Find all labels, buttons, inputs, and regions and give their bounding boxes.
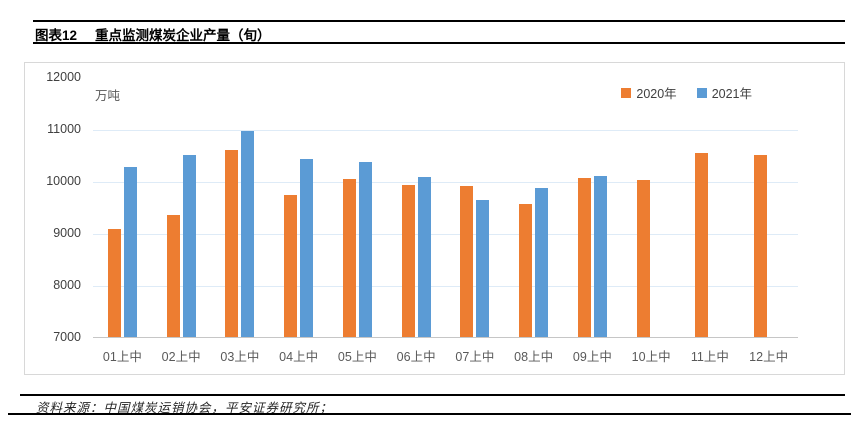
bar-2020年-03上中[interactable] — [225, 150, 239, 337]
x-tick-label-03上中: 03上中 — [220, 350, 260, 364]
category-group-11上中 — [681, 78, 740, 337]
x-tick-label-02上中: 02上中 — [161, 350, 201, 364]
bar-2020年-08上中[interactable] — [519, 203, 533, 337]
legend-label-2021: 2021年 — [711, 87, 752, 101]
source-note: 资料来源：中国煤炭运销协会，平安证券研究所； — [36, 401, 334, 415]
y-tick-label: 7000 — [53, 330, 81, 344]
bar-2021年-01上中[interactable] — [123, 167, 137, 337]
bar-2021年-02上中[interactable] — [182, 155, 196, 337]
x-tick-label-10上中: 10上中 — [631, 350, 671, 364]
y-axis-unit-label: 万吨 — [95, 89, 121, 103]
y-tick-label: 8000 — [53, 278, 81, 292]
category-group-06上中 — [387, 78, 446, 337]
gridline — [93, 182, 798, 183]
x-tick-label-01上中: 01上中 — [102, 350, 142, 364]
x-tick-label-08上中: 08上中 — [514, 350, 554, 364]
bar-2020年-01上中[interactable] — [107, 229, 121, 337]
bar-2021年-03上中[interactable] — [241, 130, 255, 337]
title-top-rule — [33, 20, 845, 22]
y-tick-label: 11000 — [47, 122, 81, 136]
bar-2020年-04上中[interactable] — [284, 195, 298, 337]
legend-label-2020: 2020年 — [636, 87, 677, 101]
plot-area — [93, 78, 798, 338]
title-bottom-rule — [33, 42, 845, 44]
y-tick-label: 9000 — [53, 226, 81, 240]
legend-item-2020[interactable]: 2020年 — [621, 83, 677, 102]
x-tick-label-11上中: 11上中 — [690, 350, 729, 364]
figure-label: 图表12 — [35, 28, 78, 43]
bar-2020年-05上中[interactable] — [342, 178, 356, 337]
category-group-12上中 — [739, 78, 798, 337]
bar-2020年-11上中[interactable] — [695, 152, 709, 337]
category-group-08上中 — [504, 78, 563, 337]
category-group-05上中 — [328, 78, 387, 337]
bar-2020年-07上中[interactable] — [460, 186, 474, 337]
category-group-03上中 — [211, 78, 270, 337]
bar-2020年-06上中[interactable] — [401, 185, 415, 337]
x-tick-label-04上中: 04上中 — [279, 350, 319, 364]
source-top-rule — [20, 394, 845, 396]
y-axis: 12000 11000 10000 9000 8000 7000 — [25, 63, 87, 374]
category-group-02上中 — [152, 78, 211, 337]
bar-2021年-05上中[interactable] — [358, 162, 372, 337]
chart-area: 万吨 2020年 2021年 12000 11000 10000 9000 8000 70… — [24, 62, 845, 375]
bars-layer — [93, 78, 798, 337]
x-tick-label-07上中: 07上中 — [455, 350, 495, 364]
x-tick-label-09上中: 09上中 — [572, 350, 612, 364]
category-group-04上中 — [269, 78, 328, 337]
category-group-07上中 — [446, 78, 505, 337]
bar-2021年-07上中[interactable] — [476, 199, 490, 337]
gridline — [93, 286, 798, 287]
legend-swatch-2020 — [621, 87, 632, 98]
category-group-01上中 — [93, 78, 152, 337]
x-tick-label-05上中: 05上中 — [337, 350, 377, 364]
bar-2020年-10上中[interactable] — [636, 180, 650, 337]
figure-title: 图表12 重点监测煤炭企业产量（旬） — [35, 24, 271, 44]
bar-2021年-09上中[interactable] — [593, 176, 607, 337]
bar-2020年-12上中[interactable] — [754, 155, 768, 337]
bar-2021年-08上中[interactable] — [535, 188, 549, 337]
chart-legend: 2020年 2021年 — [621, 83, 752, 102]
x-tick-label-12上中: 12上中 — [749, 350, 789, 364]
gridline — [93, 234, 798, 235]
bar-2020年-09上中[interactable] — [577, 178, 591, 337]
x-axis: 01上中 02上中 03上中 04上中 05上中 06上中 07上中 08上中 09上中 10上中… — [93, 346, 798, 365]
bar-2021年-06上中[interactable] — [417, 176, 431, 337]
category-group-09上中 — [563, 78, 622, 337]
bar-2021年-04上中[interactable] — [300, 158, 314, 337]
bar-2020年-02上中[interactable] — [166, 214, 180, 337]
gridline — [93, 130, 798, 131]
y-tick-label: 10000 — [46, 174, 81, 188]
x-tick-label-06上中: 06上中 — [396, 350, 436, 364]
legend-item-2021[interactable]: 2021年 — [696, 83, 752, 102]
source-bottom-rule — [8, 413, 851, 415]
y-tick-label: 12000 — [46, 70, 81, 84]
figure-title-text: 重点监测煤炭企业产量（旬） — [95, 28, 271, 43]
legend-swatch-2021 — [696, 87, 707, 98]
category-group-10上中 — [622, 78, 681, 337]
